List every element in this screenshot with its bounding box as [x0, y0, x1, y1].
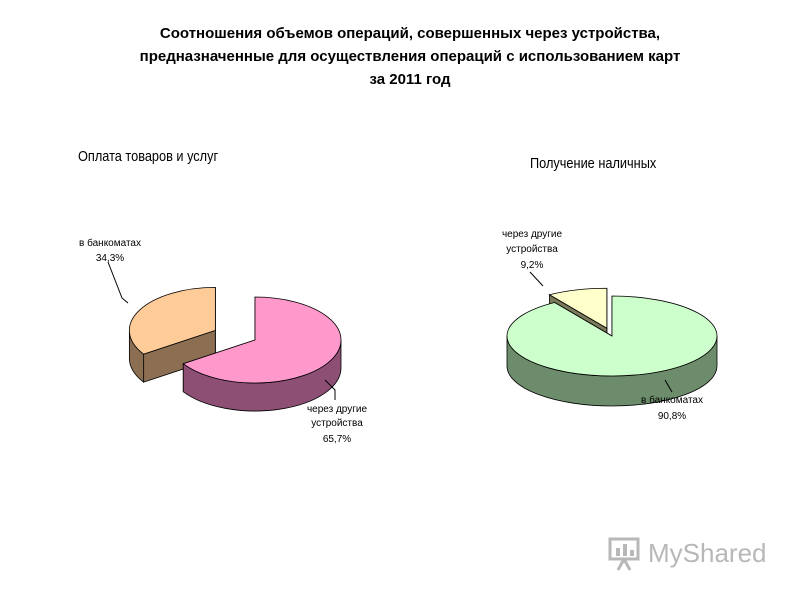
pie-slice-в-банкоматах [129, 287, 216, 355]
left-other-label-line1: через другие [307, 404, 368, 415]
left-other-label-line2: устройства [311, 418, 363, 429]
presentation-board-icon [608, 537, 640, 571]
left-atm-label: в банкоматах [79, 237, 141, 249]
left-other-leader [324, 379, 336, 400]
right-pie [506, 287, 718, 407]
right-atm-leader [664, 379, 673, 393]
right-other-label-line1: через другие [502, 229, 563, 240]
left-atm-value: 34,3% [96, 253, 124, 264]
left-atm-leader [107, 261, 129, 304]
pie-slice-в-банкоматах [506, 295, 718, 377]
right-other-label-line2: устройства [506, 244, 558, 255]
left-other-value: 65,7% [323, 434, 351, 445]
pie-slice-через-другие [548, 287, 608, 329]
right-pie-title: Получение наличных [530, 155, 657, 172]
chart-title-line3: за 2011 год [369, 71, 451, 88]
right-atm-label: в банкоматах [641, 394, 703, 406]
left-pie-title: Оплата товаров и услуг [78, 148, 219, 165]
right-other-value: 9,2% [521, 260, 544, 271]
pie-slice-через-другие [182, 296, 342, 384]
right-other-leader [529, 271, 544, 287]
chart-title-line1: Соотношения объемов операций, совершенны… [159, 25, 661, 42]
chart-title: Соотношения объемов операций, совершенны… [60, 22, 760, 91]
left-pie [128, 287, 342, 412]
chart-title-line2: предназначенные для осуществления операц… [139, 48, 681, 65]
right-atm-value: 90,8% [658, 411, 686, 422]
watermark-text: MyShared [648, 538, 767, 568]
watermark-logo: MyShared [606, 534, 767, 574]
